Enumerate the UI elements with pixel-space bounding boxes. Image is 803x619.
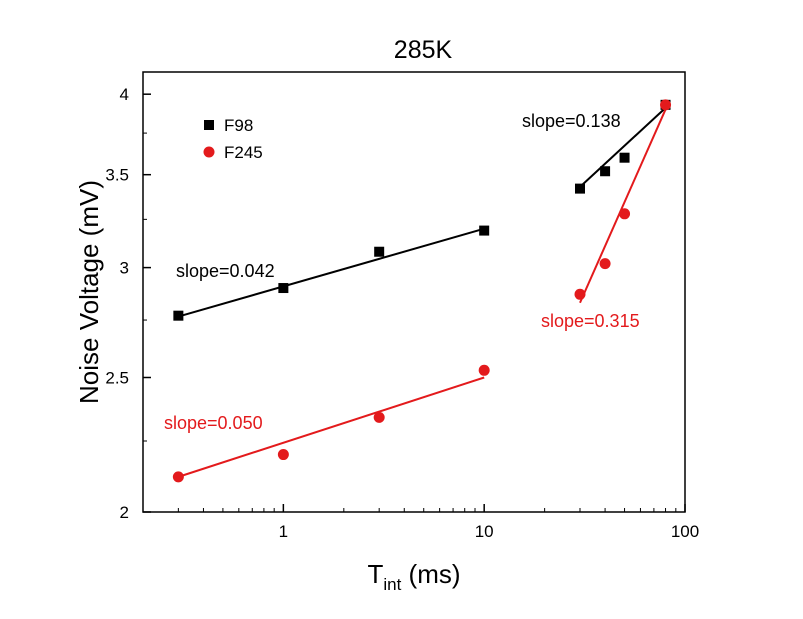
- data-point-f98: [619, 152, 630, 163]
- legend-label-f245: F245: [224, 143, 263, 162]
- y-tick-label: 3: [120, 259, 129, 278]
- x-axis-title-subscript: int: [383, 575, 401, 594]
- x-axis-title: Tint (ms): [367, 559, 460, 594]
- y-tick-label: 2.5: [105, 368, 129, 387]
- data-point-f98: [600, 166, 611, 177]
- data-points: [172, 99, 672, 483]
- legend-label-f98: F98: [224, 116, 253, 135]
- y-tick-label: 3.5: [105, 166, 129, 185]
- slope-annotation-f245-high: slope=0.315: [541, 311, 640, 331]
- fit-line: [579, 107, 667, 188]
- x-tick-label: 100: [671, 522, 699, 541]
- fit-lines: [178, 107, 667, 478]
- fit-line: [178, 376, 485, 478]
- legend-marker-f98: [204, 120, 214, 130]
- data-point-f245: [619, 208, 631, 220]
- data-point-f245: [478, 364, 490, 376]
- slope-annotation-f98-low: slope=0.042: [176, 261, 275, 281]
- data-point-f245: [172, 471, 184, 483]
- data-point-f245: [277, 449, 289, 461]
- y-tick-label: 4: [120, 85, 129, 104]
- y-axis-title: Noise Voltage (mV): [74, 180, 104, 404]
- x-axis-title-suffix: (ms): [401, 559, 460, 589]
- fit-line: [579, 109, 667, 304]
- x-tick-label: 10: [475, 522, 494, 541]
- data-point-f245: [660, 99, 672, 111]
- data-point-f98: [173, 310, 184, 321]
- fit-line: [178, 227, 485, 318]
- legend-marker-f245: [203, 146, 215, 158]
- x-axis-title-main: T: [367, 559, 383, 589]
- data-point-f98: [479, 225, 490, 236]
- data-point-f98: [374, 246, 385, 257]
- axes-layer: 1 10 100 2 2.5 3 3.5 4: [105, 85, 699, 541]
- data-point-f245: [599, 258, 611, 270]
- legend: F98 F245: [203, 116, 263, 162]
- data-point-f98: [574, 183, 585, 194]
- plot-frame: [142, 71, 686, 513]
- annotations: slope=0.042 slope=0.050 slope=0.138 slop…: [164, 111, 640, 433]
- data-point-f245: [574, 288, 586, 300]
- chart-title: 285K: [394, 36, 453, 64]
- data-point-f98: [278, 283, 289, 294]
- data-point-f245: [373, 411, 385, 423]
- y-tick-label: 2: [120, 503, 129, 522]
- x-tick-label: 1: [279, 522, 288, 541]
- slope-annotation-f98-high: slope=0.138: [522, 111, 621, 131]
- slope-annotation-f245-low: slope=0.050: [164, 413, 263, 433]
